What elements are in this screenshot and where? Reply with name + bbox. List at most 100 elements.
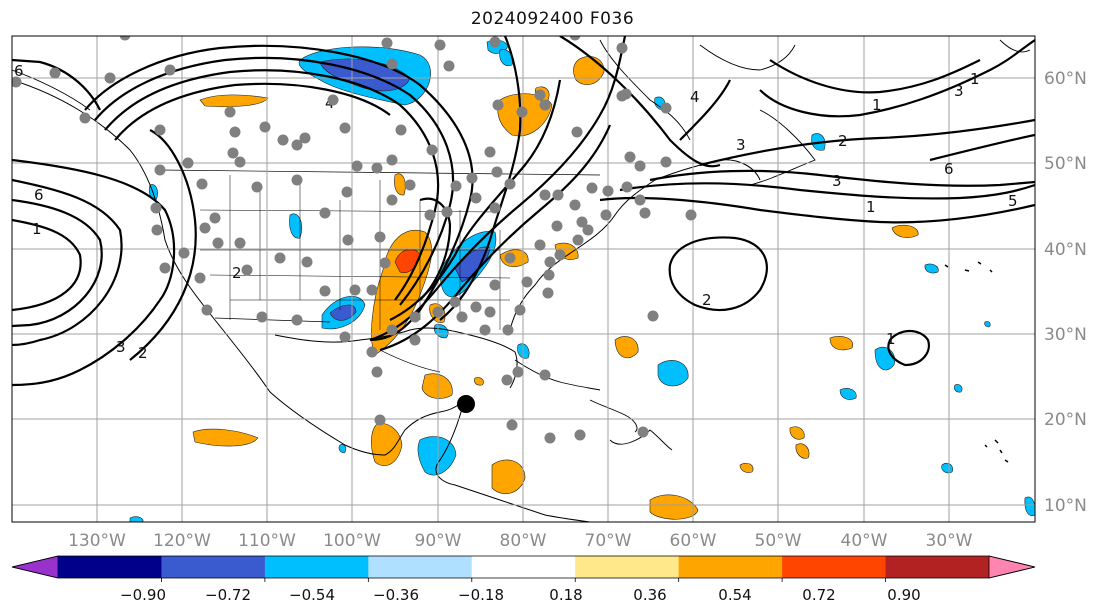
station-dot: [432, 306, 444, 318]
contour-label: 1: [970, 70, 980, 88]
station-dot: [371, 366, 383, 378]
station-dot: [234, 156, 246, 168]
map-frame: [11, 35, 1036, 523]
station-dot: [660, 102, 672, 114]
colorbar-tick-label: 0.54: [718, 586, 751, 604]
station-dot: [227, 147, 239, 159]
storm-center-marker: [457, 395, 475, 413]
station-dot: [514, 304, 526, 316]
colorbar-segment: [782, 556, 887, 578]
station-dot: [319, 207, 331, 219]
station-dot: [470, 301, 482, 313]
colorbar-segment: [575, 556, 680, 578]
lat-label: 30°N: [1044, 325, 1087, 345]
contour-label-group: 6 6 1 3 2 2 4 4 3 2 3 1 2 1 6 3 1 5 1: [14, 62, 1018, 362]
station-dot: [424, 209, 436, 221]
station-dot: [339, 331, 351, 343]
station-dot: [616, 42, 628, 54]
contour-lines: [12, 36, 1035, 387]
station-dot: [569, 36, 581, 41]
contour-label: 3: [116, 338, 126, 356]
colorbar-tick-label: −0.36: [373, 586, 419, 604]
station-dot: [602, 185, 614, 197]
station-dot: [484, 146, 496, 158]
station-dot: [516, 106, 528, 118]
contour-label: 1: [32, 220, 42, 238]
station-dot: [229, 126, 241, 138]
station-dot: [291, 139, 303, 151]
map-title: 2024092400 F036: [470, 9, 635, 29]
station-dot: [621, 181, 633, 193]
lon-label: 120°W: [153, 531, 211, 551]
colorbar-segment: [58, 556, 162, 578]
station-dot: [489, 202, 501, 214]
lon-label: 50°W: [755, 531, 802, 551]
station-dot: [620, 88, 632, 100]
station-dot: [491, 166, 503, 178]
lat-label: 60°N: [1044, 69, 1087, 89]
colorbar-segment: [368, 556, 473, 578]
station-dot: [551, 220, 563, 232]
lon-label: 110°W: [238, 531, 296, 551]
lat-label: 20°N: [1044, 410, 1087, 430]
coastlines-and-borders: [12, 39, 1031, 522]
station-dot: [634, 194, 646, 206]
colorbar-tick-label: −0.90: [120, 586, 166, 604]
contour-label: 2: [838, 132, 848, 150]
station-dot: [484, 306, 496, 318]
station-dot: [502, 324, 514, 336]
colorbar-segment: [264, 556, 369, 578]
station-dot: [49, 67, 61, 79]
station-dot: [571, 126, 583, 138]
colorbar-segment: [678, 556, 783, 578]
lon-label: 80°W: [500, 531, 547, 551]
station-dot: [426, 144, 438, 156]
station-dot: [504, 178, 516, 190]
station-dot: [178, 247, 190, 259]
station-dot: [182, 157, 194, 169]
contour-label: 2: [232, 264, 242, 282]
colorbar-extend-high: [988, 555, 1036, 579]
station-dot: [449, 296, 461, 308]
station-dot: [576, 216, 588, 228]
station-dot: [349, 284, 361, 296]
station-dot: [301, 256, 313, 268]
station-dot: [624, 151, 636, 163]
station-dot: [409, 311, 421, 323]
station-dot: [512, 366, 524, 378]
contour-label: 4: [690, 88, 700, 106]
colorbar-outline: [11, 555, 1036, 579]
station-dot: [552, 189, 564, 201]
colorbar-tick-label: 0.36: [633, 586, 666, 604]
station-dot: [539, 369, 551, 381]
station-dot: [199, 222, 211, 234]
station-dot: [342, 234, 354, 246]
station-dot: [489, 279, 501, 291]
station-dot: [212, 237, 224, 249]
lon-label: 30°W: [926, 531, 973, 551]
station-dot: [539, 189, 551, 201]
station-dot: [542, 287, 554, 299]
contour-label: 3: [954, 82, 964, 100]
station-dot: [685, 209, 697, 221]
colorbar-tick-label: −0.18: [458, 586, 504, 604]
station-dot: [151, 224, 163, 236]
contour-label: 2: [138, 344, 148, 362]
station-dot: [104, 72, 116, 84]
lon-label: 100°W: [323, 531, 381, 551]
lon-label: 130°W: [68, 531, 126, 551]
lon-label: 60°W: [670, 531, 717, 551]
station-dot: [150, 202, 162, 214]
contour-label: 3: [736, 136, 746, 154]
station-markers: [12, 36, 697, 444]
station-dot: [259, 121, 271, 133]
station-dot: [539, 99, 551, 111]
station-dot: [574, 429, 586, 441]
station-dot: [319, 285, 331, 297]
station-dot: [224, 106, 236, 118]
station-dot: [544, 256, 556, 268]
station-dot: [339, 122, 351, 134]
colorbar-tick-label: 0.18: [549, 586, 582, 604]
station-dot: [366, 346, 378, 358]
station-dot: [256, 311, 268, 323]
